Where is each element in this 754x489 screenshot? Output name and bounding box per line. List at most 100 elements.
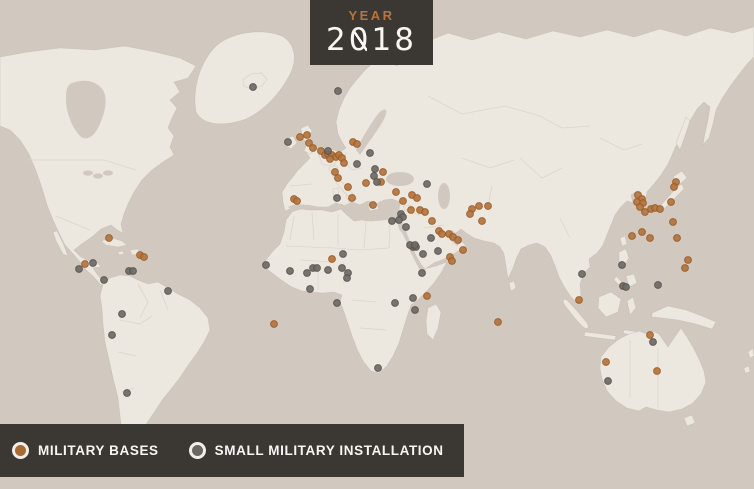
small-military-installation-dot [333, 299, 341, 307]
small-military-installation-dot [339, 250, 347, 258]
military-base-dot [670, 183, 678, 191]
military-base-dot [428, 217, 436, 225]
small-military-installation-dot [353, 160, 361, 168]
year-digit: 1 [371, 22, 395, 58]
military-base-dot [669, 218, 677, 226]
small-military-installation-dot [343, 274, 351, 282]
military-base-dot [673, 234, 681, 242]
military-base-dot [344, 183, 352, 191]
small-military-installation-dot [371, 165, 379, 173]
military-base-dot [628, 232, 636, 240]
small-military-installation-dot [75, 265, 83, 273]
small-military-installation-dot [313, 264, 321, 272]
military-base-dot [466, 210, 474, 218]
military-base-dot [646, 331, 654, 339]
military-base-dot [681, 264, 689, 272]
small-military-installation-dot [402, 223, 410, 231]
small-military-installation-dot [618, 261, 626, 269]
military-base-dot [362, 179, 370, 187]
landmasses [0, 26, 754, 471]
legend-panel: MILITARY BASES SMALL MILITARY INSTALLATI… [0, 424, 464, 477]
military-base-dot [348, 194, 356, 202]
military-base-dot [296, 133, 304, 141]
small-military-installation-dot [374, 364, 382, 372]
military-base-dot [305, 139, 313, 147]
military-base-dot [353, 140, 361, 148]
military-base-dot [421, 208, 429, 216]
small-military-installation-dot [373, 178, 381, 186]
small-military-installation-dot [108, 331, 116, 339]
small-military-installation-dot [303, 269, 311, 277]
year-digit: 8 [394, 22, 417, 58]
small-military-installation-dot [391, 299, 399, 307]
military-base-dot [309, 144, 317, 152]
military-base-dot [602, 358, 610, 366]
small-military-installation-dot [366, 149, 374, 157]
year-value: 2018 [326, 25, 417, 56]
small-military-installation-dot [423, 180, 431, 188]
military-base-dot [369, 201, 377, 209]
small-military-installation-dot [604, 377, 612, 385]
military-base-dot [448, 257, 456, 265]
small-military-installation-dot [654, 281, 662, 289]
military-base-dot [81, 260, 89, 268]
military-base-dot [494, 318, 502, 326]
legend-label: MILITARY BASES [38, 443, 159, 458]
small-military-installation-dot [418, 269, 426, 277]
military-base-dot [270, 320, 278, 328]
small-military-installation-dot [411, 306, 419, 314]
military-base-dot [454, 236, 462, 244]
small-installation-icon [188, 442, 206, 459]
military-base-dot [646, 234, 654, 242]
small-military-installation-dot [324, 266, 332, 274]
military-base-dot [331, 168, 339, 176]
small-military-installation-dot [334, 87, 342, 95]
year-caption: YEAR [348, 8, 395, 23]
small-military-installation-dot [333, 194, 341, 202]
year-digit-slashed-zero: 0 [348, 22, 372, 58]
small-military-installation-dot [164, 287, 172, 295]
military-base-dot [438, 230, 446, 238]
small-military-installation-dot [434, 247, 442, 255]
small-military-installation-dot [89, 259, 97, 267]
small-military-installation-dot [388, 217, 396, 225]
military-dots-layer [75, 83, 692, 397]
small-military-installation-dot [118, 310, 126, 318]
military-base-dot [293, 197, 301, 205]
military-base-dot [484, 202, 492, 210]
military-base-dot [575, 296, 583, 304]
military-base-dot [459, 246, 467, 254]
military-base-dot [475, 202, 483, 210]
military-base-dot [328, 255, 336, 263]
military-base-dot [140, 253, 148, 261]
small-military-installation-dot [419, 250, 427, 258]
small-military-installation-dot [129, 267, 137, 275]
small-military-installation-dot [395, 216, 403, 224]
small-military-installation-dot [338, 264, 346, 272]
military-base-dot [326, 155, 334, 163]
military-base-dot [399, 197, 407, 205]
military-base-dot [303, 131, 311, 139]
small-military-installation-dot [249, 83, 257, 91]
military-base-dot [641, 208, 649, 216]
military-base-icon [12, 442, 29, 459]
military-base-dot [638, 228, 646, 236]
military-base-dot [407, 206, 415, 214]
military-base-dot [340, 159, 348, 167]
military-base-dot [667, 198, 675, 206]
legend-label: SMALL MILITARY INSTALLATION [214, 443, 444, 458]
legend-item-small-installation: SMALL MILITARY INSTALLATION [188, 442, 444, 459]
military-base-dot [653, 367, 661, 375]
military-base-dot [684, 256, 692, 264]
small-military-installation-dot [622, 283, 630, 291]
military-base-dot [636, 203, 644, 211]
legend-item-military-bases: MILITARY BASES [12, 442, 159, 459]
small-military-installation-dot [100, 276, 108, 284]
small-military-installation-dot [286, 267, 294, 275]
small-military-installation-dot [409, 294, 417, 302]
military-base-dot [392, 188, 400, 196]
small-military-installation-dot [324, 147, 332, 155]
small-military-installation-dot [370, 172, 378, 180]
